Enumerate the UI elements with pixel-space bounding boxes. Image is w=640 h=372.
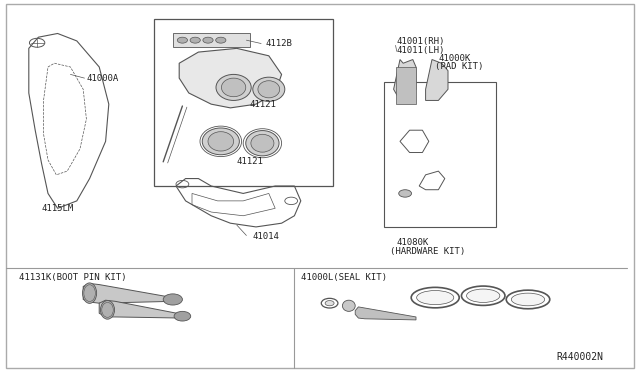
Text: 4115LM: 4115LM <box>42 204 74 213</box>
Circle shape <box>325 301 334 306</box>
Polygon shape <box>426 60 448 100</box>
Ellipse shape <box>83 283 97 304</box>
Ellipse shape <box>342 300 355 311</box>
Text: 41011(LH): 41011(LH) <box>397 46 445 55</box>
Circle shape <box>174 311 191 321</box>
Polygon shape <box>83 283 173 303</box>
Bar <box>384 82 496 227</box>
Text: 41000K: 41000K <box>438 54 470 63</box>
Polygon shape <box>99 300 182 318</box>
Ellipse shape <box>100 301 115 319</box>
Ellipse shape <box>511 293 545 306</box>
Ellipse shape <box>467 289 500 302</box>
Circle shape <box>203 37 213 43</box>
Circle shape <box>190 37 200 43</box>
Ellipse shape <box>221 78 246 97</box>
Ellipse shape <box>202 128 239 155</box>
Text: 41000A: 41000A <box>86 74 118 83</box>
Circle shape <box>399 190 412 197</box>
Polygon shape <box>355 307 416 320</box>
Ellipse shape <box>208 132 234 151</box>
Text: 41001(RH): 41001(RH) <box>397 37 445 46</box>
Text: R440002N: R440002N <box>557 352 604 362</box>
Text: 41014: 41014 <box>253 232 280 241</box>
Ellipse shape <box>246 131 279 156</box>
Text: 41080K: 41080K <box>397 238 429 247</box>
Bar <box>154 19 333 186</box>
Ellipse shape <box>417 291 454 305</box>
Circle shape <box>177 37 188 43</box>
Bar <box>173 33 250 46</box>
Text: 41000L(SEAL KIT): 41000L(SEAL KIT) <box>301 273 387 282</box>
Ellipse shape <box>216 74 251 100</box>
Text: 4112B: 4112B <box>266 39 292 48</box>
Circle shape <box>163 294 182 305</box>
Circle shape <box>216 37 226 43</box>
Bar <box>396 67 416 104</box>
Text: (PAD KIT): (PAD KIT) <box>435 62 484 71</box>
Polygon shape <box>179 48 282 108</box>
Ellipse shape <box>258 81 280 98</box>
Text: 41121: 41121 <box>237 157 264 166</box>
Ellipse shape <box>253 77 285 101</box>
Text: (HARDWARE KIT): (HARDWARE KIT) <box>390 247 466 256</box>
Polygon shape <box>394 60 416 100</box>
Text: 41121: 41121 <box>250 100 276 109</box>
Ellipse shape <box>251 134 274 152</box>
Text: 41131K(BOOT PIN KIT): 41131K(BOOT PIN KIT) <box>19 273 127 282</box>
